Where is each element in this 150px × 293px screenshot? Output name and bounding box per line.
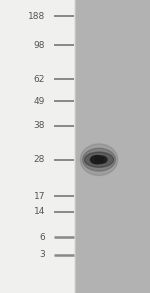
Bar	[75, 0, 150, 293]
Bar	[0, 0, 75, 293]
Text: 28: 28	[34, 155, 45, 164]
Text: 49: 49	[34, 97, 45, 105]
Ellipse shape	[80, 144, 118, 176]
Ellipse shape	[95, 156, 107, 163]
Text: 188: 188	[28, 12, 45, 21]
Text: 98: 98	[33, 41, 45, 50]
Text: 14: 14	[34, 207, 45, 216]
Text: 3: 3	[39, 251, 45, 259]
Text: 38: 38	[33, 122, 45, 130]
Text: 17: 17	[33, 192, 45, 201]
Ellipse shape	[82, 148, 116, 171]
Ellipse shape	[84, 152, 114, 167]
Ellipse shape	[90, 156, 104, 164]
Text: 62: 62	[34, 75, 45, 84]
Text: 6: 6	[39, 233, 45, 242]
